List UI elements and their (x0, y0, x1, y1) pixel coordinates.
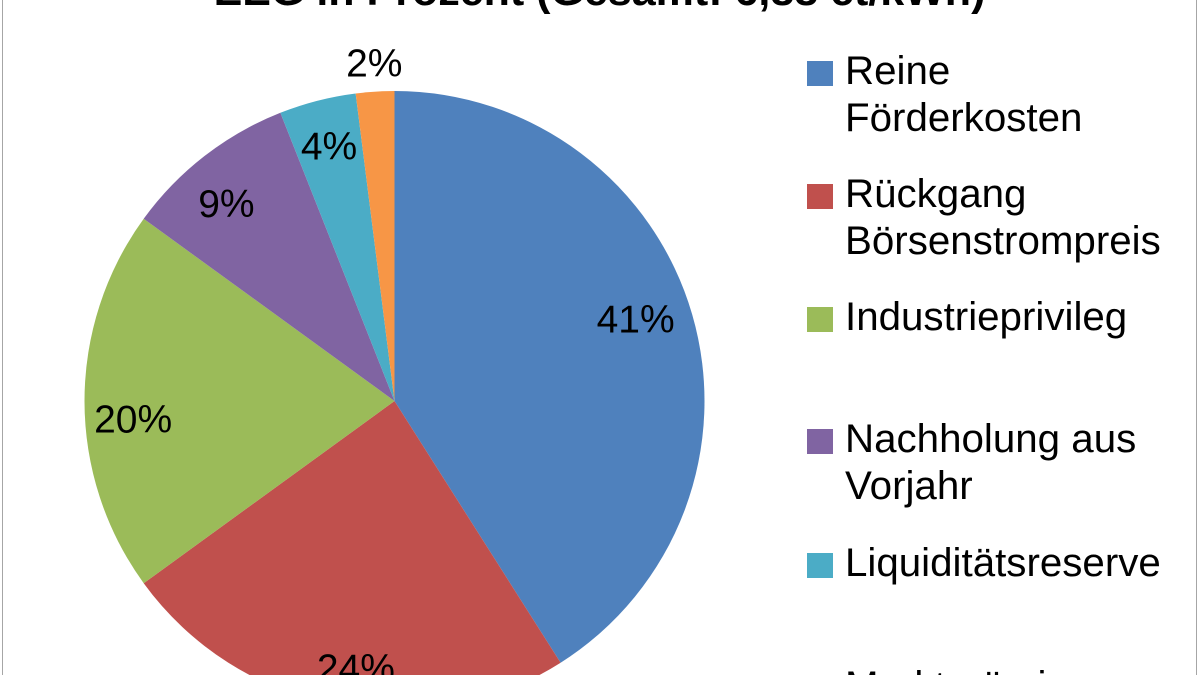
svg-text:24%: 24% (317, 647, 395, 675)
svg-text:41%: 41% (597, 298, 675, 341)
svg-text:4%: 4% (301, 125, 357, 168)
svg-text:2%: 2% (346, 42, 402, 85)
svg-text:9%: 9% (198, 183, 254, 226)
svg-text:20%: 20% (94, 398, 172, 441)
